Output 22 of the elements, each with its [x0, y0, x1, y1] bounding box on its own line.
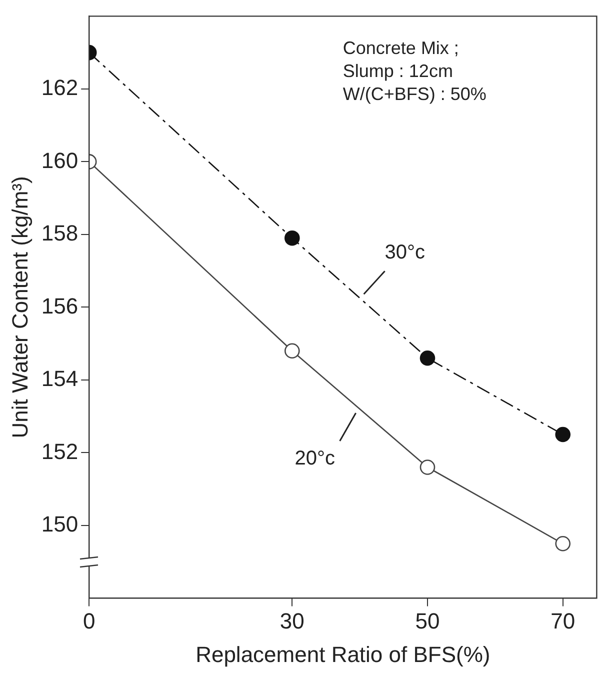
annotation: W/(C+BFS) : 50% — [342, 84, 486, 104]
point — [420, 460, 436, 475]
text: 20°c — [294, 448, 335, 470]
x-tick-label: 70 — [550, 608, 576, 634]
x-tick-label: 0 — [82, 608, 96, 634]
y-tick-label: 150 — [41, 512, 78, 537]
y-tick-label: 158 — [41, 220, 78, 246]
text: 30°c — [384, 242, 425, 264]
y-axis-title: Unit Water Content (kg/m³) — [7, 176, 32, 438]
x-tick-label: 50 — [415, 608, 440, 634]
annotation: Slump : 12cm — [342, 61, 453, 82]
y-tick-label: 160 — [41, 148, 78, 173]
y-tick-label: 162 — [41, 75, 78, 100]
y-tick-label: 156 — [41, 293, 78, 318]
y-tick-label: 152 — [41, 438, 78, 464]
point — [555, 536, 571, 552]
annotation: Concrete Mix ; — [342, 38, 459, 58]
point — [420, 350, 436, 366]
y-tick-label: 154 — [41, 366, 78, 392]
point — [555, 426, 571, 442]
x-axis-title: Replacement Ratio of BFS(%) — [196, 642, 490, 667]
x-tick-label: 30 — [280, 608, 304, 634]
